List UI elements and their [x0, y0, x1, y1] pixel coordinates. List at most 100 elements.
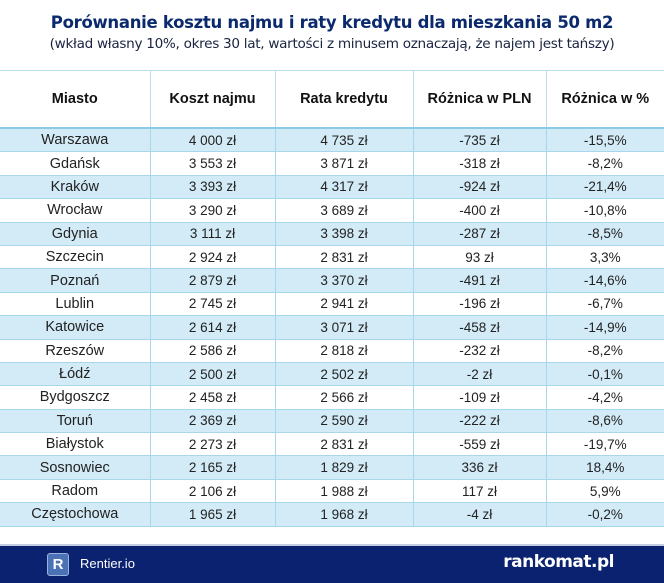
cell-diff-pct: -0,1%: [545, 362, 664, 387]
cell-loan: 3 689 zł: [274, 198, 413, 223]
table-row: Poznań 2 879 zł 3 370 zł -491 zł -14,6%: [0, 268, 664, 293]
cell-loan: 1 988 zł: [274, 479, 413, 504]
cell-loan: 2 566 zł: [274, 385, 413, 410]
cell-loan: 1 829 zł: [274, 455, 413, 480]
cell-city: Toruń: [0, 409, 150, 434]
cell-diff-pln: -559 zł: [412, 432, 546, 457]
table-row: Kraków 3 393 zł 4 317 zł -924 zł -21,4%: [0, 175, 664, 200]
table-row: Białystok 2 273 zł 2 831 zł -559 zł -19,7%: [0, 432, 664, 457]
cell-loan: 2 590 zł: [274, 409, 413, 434]
cell-diff-pct: -8,2%: [545, 339, 664, 363]
rentier-brand: Rentier.io: [80, 556, 135, 571]
cell-diff-pct: -8,2%: [545, 151, 664, 176]
cell-diff-pct: -8,6%: [545, 409, 664, 434]
cell-city: Częstochowa: [0, 502, 150, 527]
cell-diff-pct: 3,3%: [545, 245, 664, 270]
cell-loan: 2 941 zł: [274, 292, 413, 317]
comparison-table: Miasto Koszt najmu Rata kredytu Różnica …: [0, 70, 664, 527]
cell-city: Szczecin: [0, 245, 150, 270]
cell-diff-pct: 18,4%: [545, 455, 664, 480]
cell-rent: 2 586 zł: [149, 339, 275, 363]
cell-city: Wrocław: [0, 198, 150, 223]
cell-diff-pln: -2 zł: [412, 362, 546, 387]
cell-diff-pln: -4 zł: [412, 502, 546, 527]
cell-rent: 2 614 zł: [149, 315, 275, 340]
table-row: Warszawa 4 000 zł 4 735 zł -735 zł -15,5%: [0, 127, 664, 153]
cell-diff-pln: -924 zł: [412, 175, 546, 200]
cell-loan: 3 871 zł: [274, 151, 413, 176]
cell-rent: 4 000 zł: [149, 127, 275, 153]
cell-rent: 2 500 zł: [149, 362, 275, 387]
cell-city: Poznań: [0, 268, 150, 293]
cell-rent: 2 165 zł: [149, 455, 275, 480]
cell-loan: 4 735 zł: [274, 127, 413, 153]
cell-loan: 3 071 zł: [274, 315, 413, 340]
cell-city: Sosnowiec: [0, 455, 150, 480]
cell-city: Białystok: [0, 432, 150, 457]
table-row: Sosnowiec 2 165 zł 1 829 zł 336 zł 18,4%: [0, 455, 664, 480]
cell-loan: 1 968 zł: [274, 502, 413, 527]
cell-diff-pln: -287 zł: [412, 222, 546, 246]
cell-rent: 3 553 zł: [149, 151, 275, 176]
column-header-diff-pct: Różnica w %: [545, 70, 664, 128]
cell-diff-pln: -491 zł: [412, 268, 546, 293]
cell-city: Kraków: [0, 175, 150, 200]
cell-city: Bydgoszcz: [0, 385, 150, 410]
table-row: Wrocław 3 290 zł 3 689 zł -400 zł -10,8%: [0, 198, 664, 223]
table-row: Gdańsk 3 553 zł 3 871 zł -318 zł -8,2%: [0, 151, 664, 176]
cell-diff-pln: -232 zł: [412, 339, 546, 363]
column-header-loan: Rata kredytu: [274, 70, 413, 128]
cell-loan: 2 831 zł: [274, 245, 413, 270]
table-row: Rzeszów 2 586 zł 2 818 zł -232 zł -8,2%: [0, 339, 664, 363]
cell-loan: 2 818 zł: [274, 339, 413, 363]
table-row: Bydgoszcz 2 458 zł 2 566 zł -109 zł -4,2%: [0, 385, 664, 410]
page-subtitle: (wkład własny 10%, okres 30 lat, wartośc…: [49, 36, 615, 52]
cell-city: Łódź: [0, 362, 150, 387]
cell-rent: 2 879 zł: [149, 268, 275, 293]
table-row: Toruń 2 369 zł 2 590 zł -222 zł -8,6%: [0, 409, 664, 434]
cell-diff-pct: -21,4%: [545, 175, 664, 200]
rentier-logo-icon: R: [47, 553, 69, 576]
page-title: Porównanie kosztu najmu i raty kredytu d…: [50, 13, 614, 32]
column-header-city: Miasto: [0, 70, 150, 128]
table-row: Radom 2 106 zł 1 988 zł 117 zł 5,9%: [0, 479, 664, 504]
cell-city: Gdańsk: [0, 151, 150, 176]
cell-diff-pct: -8,5%: [545, 222, 664, 246]
cell-loan: 2 502 zł: [274, 362, 413, 387]
cell-city: Gdynia: [0, 222, 150, 246]
cell-diff-pln: 336 zł: [412, 455, 546, 480]
cell-city: Lublin: [0, 292, 150, 317]
table-row: Lublin 2 745 zł 2 941 zł -196 zł -6,7%: [0, 292, 664, 317]
footer-bar: R Rentier.io rankomat.pl: [0, 544, 664, 583]
cell-diff-pln: -735 zł: [412, 127, 546, 153]
table-row: Szczecin 2 924 zł 2 831 zł 93 zł 3,3%: [0, 245, 664, 270]
cell-rent: 2 458 zł: [149, 385, 275, 410]
cell-diff-pln: -222 zł: [412, 409, 546, 434]
cell-city: Rzeszów: [0, 339, 150, 363]
cell-rent: 3 290 zł: [149, 198, 275, 223]
cell-rent: 2 273 zł: [149, 432, 275, 457]
cell-rent: 1 965 zł: [149, 502, 275, 527]
table-row: Łódź 2 500 zł 2 502 zł -2 zł -0,1%: [0, 362, 664, 387]
cell-loan: 2 831 zł: [274, 432, 413, 457]
cell-rent: 2 745 zł: [149, 292, 275, 317]
cell-diff-pct: -4,2%: [545, 385, 664, 410]
cell-rent: 2 106 zł: [149, 479, 275, 504]
cell-diff-pct: -6,7%: [545, 292, 664, 317]
header-row: Miasto Koszt najmu Rata kredytu Różnica …: [0, 70, 664, 128]
cell-diff-pct: -19,7%: [545, 432, 664, 457]
cell-diff-pln: -318 zł: [412, 151, 546, 176]
table-row: Gdynia 3 111 zł 3 398 zł -287 zł -8,5%: [0, 222, 664, 246]
cell-diff-pct: -15,5%: [545, 127, 664, 153]
cell-diff-pct: -14,6%: [545, 268, 664, 293]
cell-city: Warszawa: [0, 127, 150, 153]
table-row: Katowice 2 614 zł 3 071 zł -458 zł -14,9%: [0, 315, 664, 340]
column-header-rent: Koszt najmu: [149, 70, 275, 128]
cell-diff-pln: -109 zł: [412, 385, 546, 410]
cell-loan: 3 370 zł: [274, 268, 413, 293]
cell-city: Radom: [0, 479, 150, 504]
cell-diff-pln: 93 zł: [412, 245, 546, 270]
cell-diff-pct: -0,2%: [545, 502, 664, 527]
cell-diff-pln: -196 zł: [412, 292, 546, 317]
cell-city: Katowice: [0, 315, 150, 340]
